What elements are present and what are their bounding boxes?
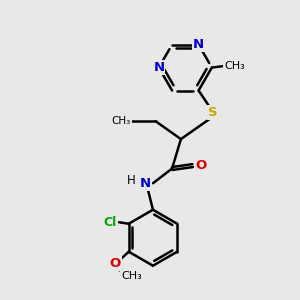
Text: O: O	[110, 257, 121, 270]
Text: S: S	[208, 106, 218, 119]
Text: N: N	[140, 177, 151, 190]
Text: N: N	[153, 61, 164, 74]
Text: O: O	[195, 159, 206, 172]
Text: CH₃: CH₃	[112, 116, 131, 126]
Text: H: H	[127, 174, 136, 187]
Text: N: N	[193, 38, 204, 51]
Text: Cl: Cl	[103, 216, 117, 229]
Text: CH₃: CH₃	[121, 271, 142, 281]
Text: CH₃: CH₃	[224, 61, 245, 71]
